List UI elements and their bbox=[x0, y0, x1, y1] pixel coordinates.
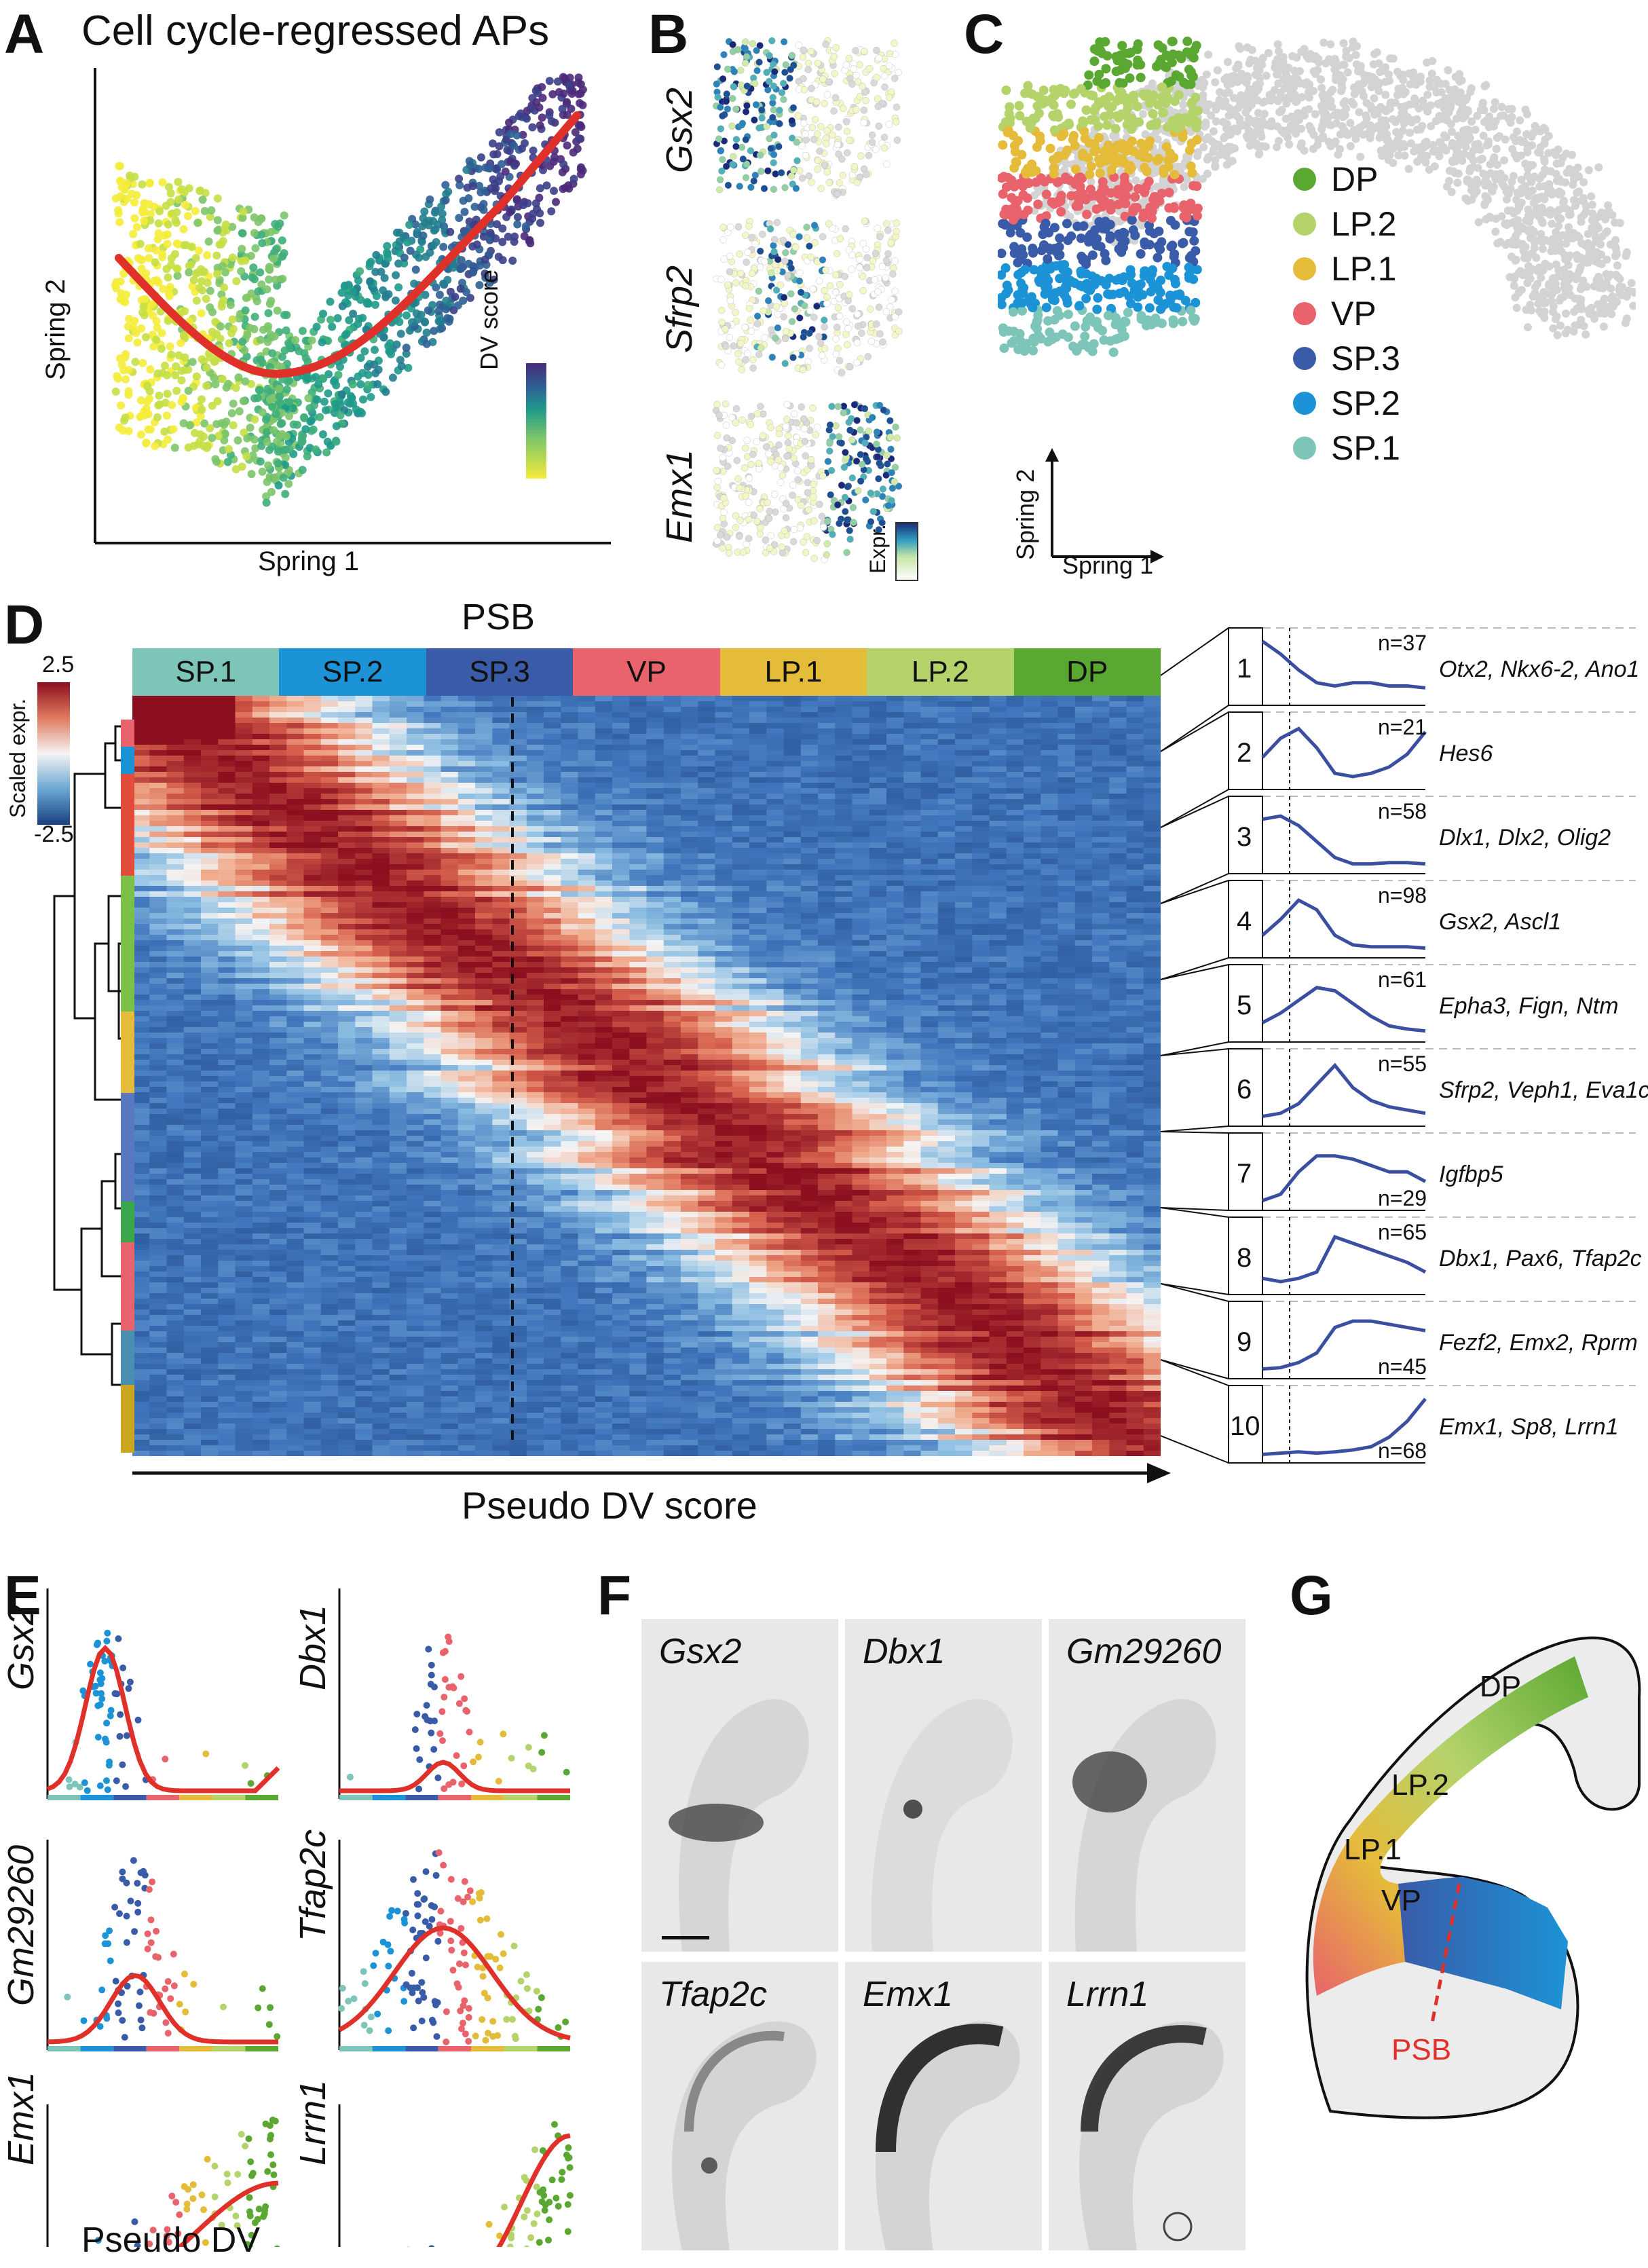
panel-f-letter: F bbox=[597, 1565, 632, 1626]
scaled-expr-colorbar bbox=[37, 682, 70, 825]
dv-segment-bar: SP.1 SP.2 SP.3 VP LP.1 LP.2 DP bbox=[132, 648, 1161, 696]
panel-a-trajectory bbox=[115, 111, 581, 378]
cluster-genes: Otx2, Nkx6-2, Ano1 bbox=[1439, 656, 1640, 682]
expr-colorbar bbox=[895, 522, 918, 581]
scale-min: -2.5 bbox=[34, 821, 74, 847]
cluster-count: n=61 bbox=[1378, 967, 1427, 992]
cluster-genes: Gsx2, Ascl1 bbox=[1439, 909, 1562, 935]
scale-label: Scaled expr. bbox=[5, 698, 30, 818]
segment-sp1: SP.1 bbox=[132, 648, 280, 696]
panel-a-ylabel: Spring 2 bbox=[41, 279, 71, 380]
panel-a-letter: A bbox=[4, 3, 45, 65]
panel-e-letter: E bbox=[4, 1565, 41, 1626]
cluster-number: 7 bbox=[1237, 1159, 1252, 1189]
panel-e-gene-6: Lrrn1 bbox=[293, 2079, 333, 2165]
panel-c-letter: C bbox=[964, 3, 1005, 65]
cluster-number: 2 bbox=[1237, 738, 1252, 768]
cluster-count: n=55 bbox=[1378, 1052, 1427, 1076]
panel-g-schematic bbox=[1305, 1636, 1641, 2119]
panel-e-gene-4: Tfap2c bbox=[293, 1829, 333, 1941]
panel-c-ylabel: Spring 2 bbox=[1011, 468, 1039, 560]
cluster-genes: Emx1, Sp8, Lrrn1 bbox=[1439, 1414, 1619, 1440]
scale-max: 2.5 bbox=[42, 652, 75, 677]
psb-boundary-line bbox=[1430, 1883, 1461, 2024]
expr-colorbar-label: Expr. bbox=[865, 524, 890, 574]
cluster-count: n=21 bbox=[1378, 715, 1427, 739]
segment-sp3: SP.3 bbox=[426, 648, 574, 696]
ish-lrrn1: Lrrn1 bbox=[1049, 1962, 1246, 2250]
segment-dp: DP bbox=[1013, 648, 1161, 696]
panel-e-gene-1: Gsx2 bbox=[1, 1604, 41, 1690]
segment-lp1: LP.1 bbox=[719, 648, 867, 696]
panel-b-gene-1: Gsx2 bbox=[659, 87, 700, 173]
panel-e-gene-3: Gm29260 bbox=[1, 1844, 41, 2006]
g-label-lp2: LP.2 bbox=[1391, 1768, 1449, 1802]
panel-b-gene-2: Sfrp2 bbox=[659, 265, 700, 353]
panel-b-letter: B bbox=[648, 3, 689, 65]
cluster-genes: Fezf2, Emx2, Rprm bbox=[1439, 1330, 1638, 1356]
panel-b-gene-3: Emx1 bbox=[659, 449, 700, 543]
panel-e-gene-2: Dbx1 bbox=[293, 1604, 333, 1690]
cluster-count: n=98 bbox=[1378, 883, 1427, 908]
dv-heatmap bbox=[132, 696, 1161, 1456]
cluster-color-bar bbox=[121, 720, 134, 1453]
cluster-number: 8 bbox=[1237, 1243, 1252, 1273]
ish-gsx2: Gsx2 bbox=[641, 1619, 838, 1952]
panel-d-letter: D bbox=[4, 594, 45, 656]
panel-e-plots bbox=[46, 1588, 574, 2247]
panel-a-plot bbox=[94, 68, 611, 544]
panel-a-title: Cell cycle-regressed APs bbox=[81, 7, 550, 54]
cluster-genes: Hes6 bbox=[1439, 741, 1493, 766]
cluster-count: n=29 bbox=[1378, 1186, 1427, 1210]
cluster-number: 5 bbox=[1237, 990, 1252, 1020]
g-label-lp1: LP.1 bbox=[1344, 1833, 1402, 1866]
dv-colorbar bbox=[526, 363, 546, 479]
ish-emx1: Emx1 bbox=[845, 1962, 1042, 2250]
ish-tfap2c: Tfap2c bbox=[641, 1962, 838, 2250]
dv-colorbar-label: DV score bbox=[475, 269, 503, 370]
panel-g-letter: G bbox=[1290, 1565, 1333, 1626]
pseudo-dv-arrow bbox=[132, 1463, 1171, 1483]
g-label-psb: PSB bbox=[1391, 2033, 1452, 2066]
psb-label: PSB bbox=[462, 597, 536, 637]
cluster-count: n=65 bbox=[1378, 1220, 1427, 1244]
segment-sp2: SP.2 bbox=[279, 648, 426, 696]
cluster-genes: Dlx1, Dlx2, Olig2 bbox=[1439, 825, 1611, 851]
cluster-count: n=58 bbox=[1378, 799, 1427, 823]
panel-a-cells bbox=[111, 73, 587, 507]
cluster-count: n=68 bbox=[1378, 1438, 1427, 1463]
g-label-vp: VP bbox=[1381, 1884, 1421, 1917]
cluster-number: 4 bbox=[1237, 906, 1252, 936]
cluster-genes: Epha3, Fign, Ntm bbox=[1439, 993, 1619, 1019]
cluster-number: 6 bbox=[1237, 1075, 1252, 1104]
cluster-number: 3 bbox=[1237, 822, 1252, 852]
segment-vp: VP bbox=[573, 648, 720, 696]
panel-b-plots bbox=[712, 37, 918, 581]
panel-e-gene-5: Emx1 bbox=[1, 2071, 41, 2165]
cluster-genes: Dbx1, Pax6, Tfap2c bbox=[1439, 1246, 1642, 1271]
panel-a-xlabel: Spring 1 bbox=[258, 546, 359, 576]
cluster-number: 9 bbox=[1237, 1327, 1252, 1357]
segment-lp2: LP.2 bbox=[867, 648, 1014, 696]
cluster-profiles bbox=[1161, 627, 1636, 1464]
cluster-number: 10 bbox=[1230, 1411, 1260, 1441]
ish-dbx1: Dbx1 bbox=[845, 1619, 1042, 1952]
cluster-count: n=45 bbox=[1378, 1354, 1427, 1379]
scale-bar bbox=[662, 1936, 709, 1939]
panel-c-xlabel: Spring 1 bbox=[1062, 551, 1154, 579]
panel-c-plot bbox=[998, 36, 1636, 357]
cluster-genes: Sfrp2, Veph1, Eva1c bbox=[1439, 1077, 1648, 1103]
cluster-number: 1 bbox=[1237, 654, 1252, 684]
panel-e-xlabel: Pseudo DV bbox=[81, 2220, 261, 2260]
g-label-dp: DP bbox=[1480, 1670, 1522, 1703]
ish-gm29260: Gm29260 bbox=[1049, 1619, 1246, 1952]
cluster-count: n=37 bbox=[1378, 631, 1427, 655]
panel-c-axes bbox=[1045, 448, 1164, 563]
cluster-genes: Igfbp5 bbox=[1439, 1161, 1503, 1187]
panel-d-xlabel: Pseudo DV score bbox=[462, 1484, 757, 1527]
